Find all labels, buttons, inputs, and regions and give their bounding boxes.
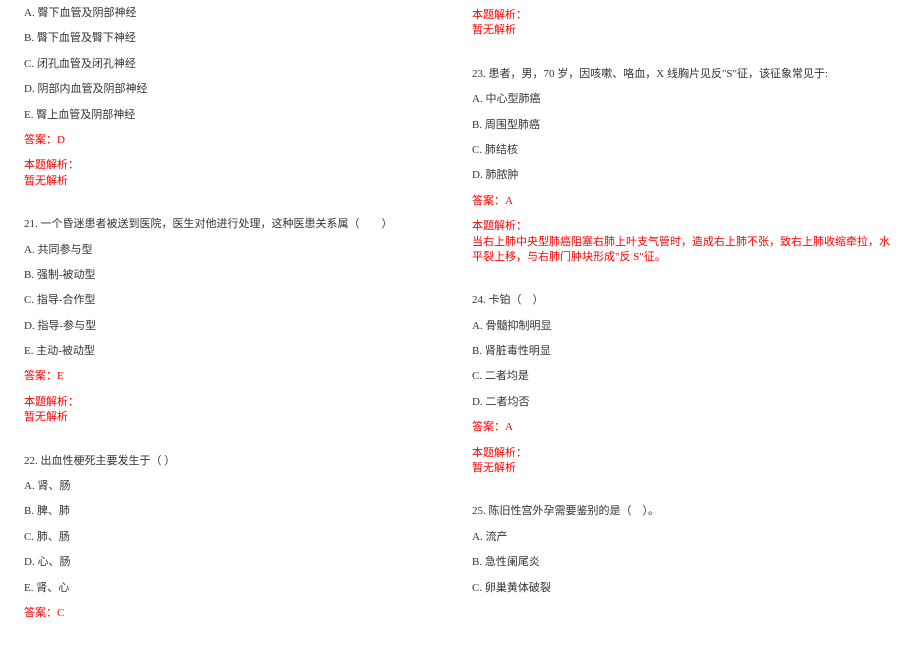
q20-analysis-text: 暂无解析 bbox=[24, 174, 448, 189]
q22-stem: 22. 出血性梗死主要发生于（ ） bbox=[24, 454, 448, 469]
q24-analysis-label: 本题解析： bbox=[472, 446, 896, 461]
q21-answer: 答案：E bbox=[24, 369, 448, 384]
q25-option-a: A. 流产 bbox=[472, 530, 896, 545]
q23-analysis: 本题解析： 当右上肺中央型肺癌阻塞右肺上叶支气管时，造成右上肺不张，致右上肺收缩… bbox=[472, 219, 896, 265]
q24-option-d: D. 二者均否 bbox=[472, 395, 896, 410]
q25-stem: 25. 陈旧性宫外孕需要鉴别的是（ ）。 bbox=[472, 504, 896, 519]
q24-stem: 24. 卡铂（ ） bbox=[472, 293, 896, 308]
q22-option-c: C. 肺、肠 bbox=[24, 530, 448, 545]
q24-analysis-text: 暂无解析 bbox=[472, 461, 896, 476]
q20-option-a: A. 臀下血管及阴部神经 bbox=[24, 6, 448, 21]
q20-analysis: 本题解析： 暂无解析 bbox=[24, 158, 448, 189]
q21-option-c: C. 指导-合作型 bbox=[24, 293, 448, 308]
q24-analysis: 本题解析： 暂无解析 bbox=[472, 446, 896, 477]
q20-option-b: B. 臀下血管及臀下神经 bbox=[24, 31, 448, 46]
q22-answer: 答案：C bbox=[24, 606, 448, 621]
q22-option-d: D. 心、肠 bbox=[24, 555, 448, 570]
q22-option-b: B. 脾、肺 bbox=[24, 504, 448, 519]
q20-answer: 答案：D bbox=[24, 133, 448, 148]
q23-option-d: D. 肺脓肿 bbox=[472, 168, 896, 183]
q23-option-c: C. 肺结核 bbox=[472, 143, 896, 158]
prev-analysis: 本题解析： 暂无解析 bbox=[472, 8, 896, 39]
q21-option-d: D. 指导-参与型 bbox=[24, 319, 448, 334]
q25-option-b: B. 急性阑尾炎 bbox=[472, 555, 896, 570]
q20-analysis-label: 本题解析： bbox=[24, 158, 448, 173]
q23-option-b: B. 周围型肺癌 bbox=[472, 118, 896, 133]
q21-stem: 21. 一个昏迷患者被送到医院，医生对他进行处理，这种医患关系属（ ） bbox=[24, 217, 448, 232]
q24-option-b: B. 肾脏毒性明显 bbox=[472, 344, 896, 359]
q23-analysis-text: 当右上肺中央型肺癌阻塞右肺上叶支气管时，造成右上肺不张，致右上肺收缩牵拉，水平裂… bbox=[472, 235, 896, 266]
q21-option-a: A. 共同参与型 bbox=[24, 243, 448, 258]
q24-answer: 答案：A bbox=[472, 420, 896, 435]
q21-option-e: E. 主动-被动型 bbox=[24, 344, 448, 359]
q20-option-c: C. 闭孔血管及闭孔神经 bbox=[24, 57, 448, 72]
q24-option-c: C. 二者均是 bbox=[472, 369, 896, 384]
q20-option-d: D. 阴部内血管及阴部神经 bbox=[24, 82, 448, 97]
q22-option-a: A. 肾、肠 bbox=[24, 479, 448, 494]
q21-option-b: B. 强制-被动型 bbox=[24, 268, 448, 283]
prev-analysis-label: 本题解析： bbox=[472, 8, 896, 23]
q23-option-a: A. 中心型肺癌 bbox=[472, 92, 896, 107]
q25-option-c: C. 卵巢黄体破裂 bbox=[472, 581, 896, 596]
q21-analysis-text: 暂无解析 bbox=[24, 410, 448, 425]
q23-stem: 23. 患者，男，70 岁，因咳嗽、咯血，X 线胸片见反"S"征，该征象常见于: bbox=[472, 67, 896, 82]
q23-analysis-label: 本题解析： bbox=[472, 219, 896, 234]
q24-option-a: A. 骨髓抑制明显 bbox=[472, 319, 896, 334]
prev-analysis-text: 暂无解析 bbox=[472, 23, 896, 38]
right-column: 本题解析： 暂无解析 23. 患者，男，70 岁，因咳嗽、咯血，X 线胸片见反"… bbox=[472, 6, 896, 645]
left-column: A. 臀下血管及阴部神经 B. 臀下血管及臀下神经 C. 闭孔血管及闭孔神经 D… bbox=[24, 6, 448, 645]
q20-option-e: E. 臀上血管及阴部神经 bbox=[24, 108, 448, 123]
q23-answer: 答案：A bbox=[472, 194, 896, 209]
q21-analysis-label: 本题解析： bbox=[24, 395, 448, 410]
q22-option-e: E. 肾、心 bbox=[24, 581, 448, 596]
q21-analysis: 本题解析： 暂无解析 bbox=[24, 395, 448, 426]
